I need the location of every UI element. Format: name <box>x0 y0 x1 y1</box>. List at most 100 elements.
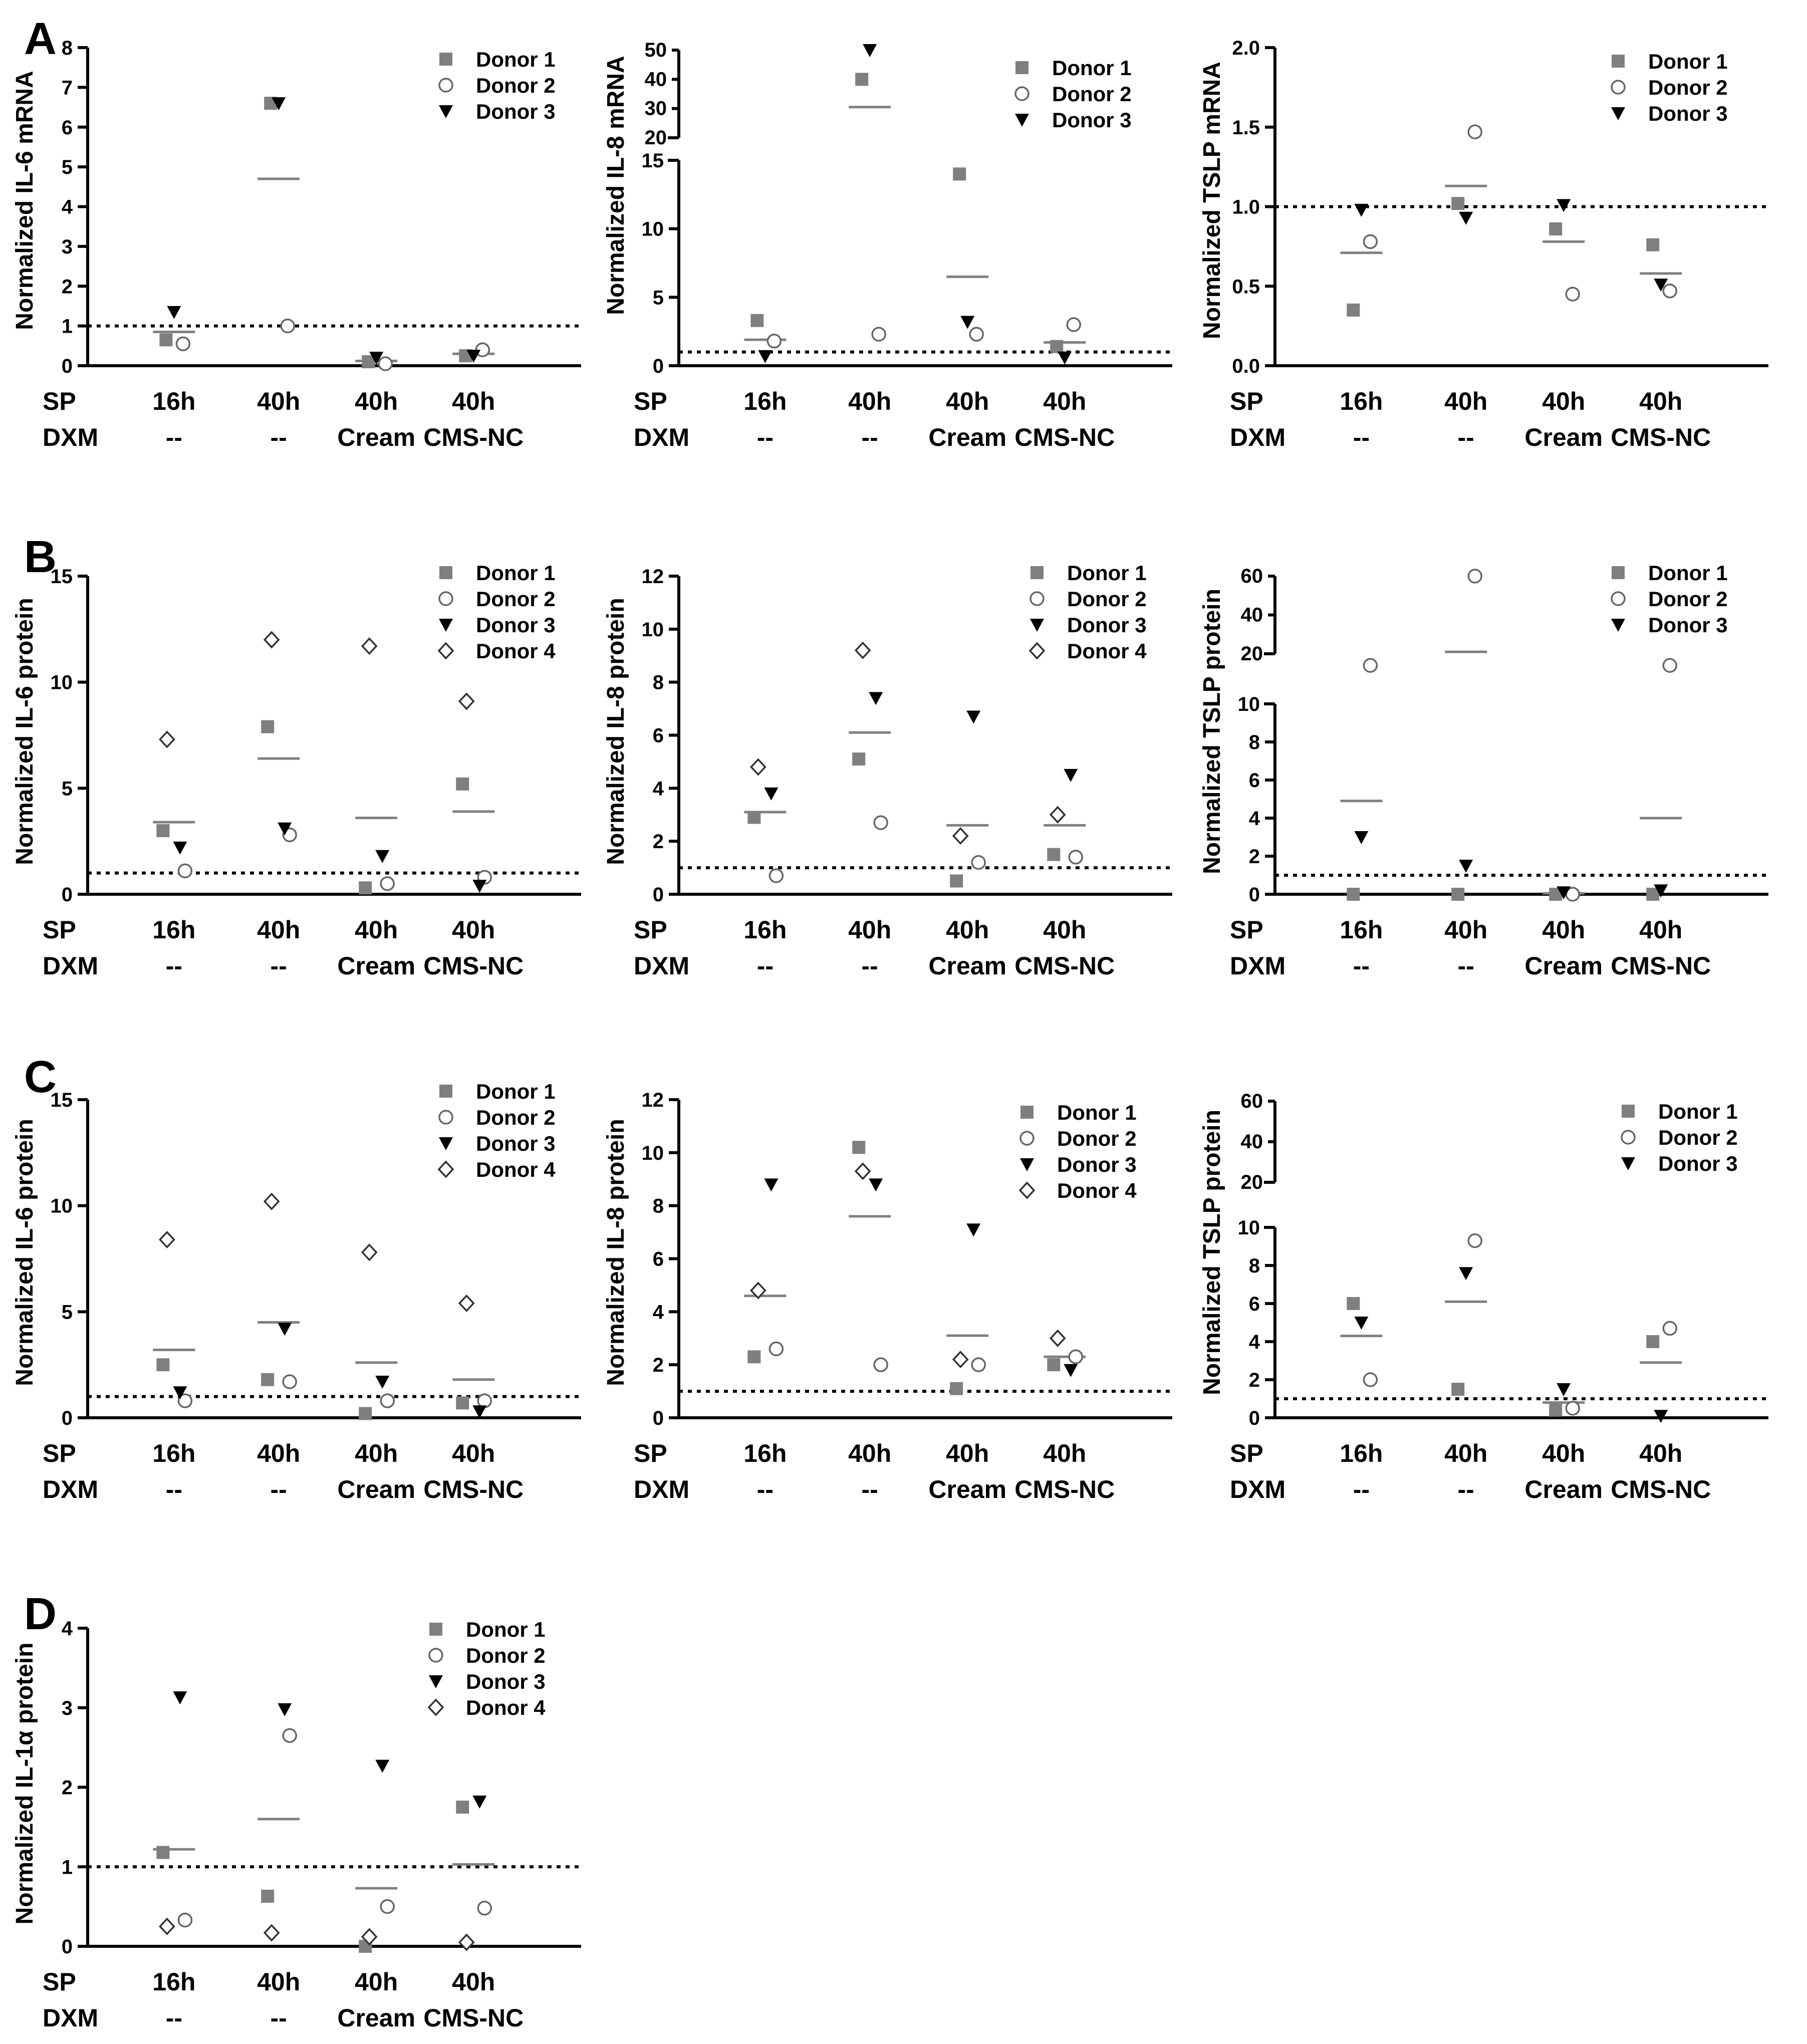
y-tick-label: 12 <box>642 566 664 588</box>
data-point-donor-1 <box>1451 197 1465 210</box>
dxm-label: -- <box>862 952 878 980</box>
panel-label-d: D <box>24 1589 57 1639</box>
sp-label: 40h <box>257 1439 300 1467</box>
data-point-donor-4 <box>952 827 969 845</box>
data-point-donor-3 <box>1354 831 1369 844</box>
dxm-label: CMS-NC <box>1611 952 1711 980</box>
y-tick-label: 2 <box>653 1354 664 1376</box>
y-tick-label: 10 <box>642 218 664 240</box>
chart-c1: 0 5 10 15 Normalized IL-6 protein Donor 1 Dono… <box>12 1080 581 1503</box>
sp-label: 16h <box>743 916 787 944</box>
legend-label-4: Donor 4 <box>1067 639 1147 663</box>
legend-label-2: Donor 2 <box>1658 1126 1738 1149</box>
y-tick-label-upper: 60 <box>1241 565 1263 587</box>
data-point-donor-3 <box>278 1703 292 1716</box>
data-point-donor-1 <box>359 881 372 895</box>
y-tick-label: 4 <box>1249 808 1260 830</box>
legend-marker-2 <box>438 1110 453 1125</box>
y-axis-label: Normalized TSLP protein <box>1199 1110 1225 1395</box>
y-tick-label: 6 <box>653 725 664 747</box>
legend-marker-2 <box>438 78 453 93</box>
y-tick-label: 5 <box>62 778 73 800</box>
legend-marker-3 <box>1611 619 1625 632</box>
legend-marker-1 <box>429 1623 442 1636</box>
legend-label-3: Donor 3 <box>1648 102 1728 125</box>
y-tick-label: 3 <box>62 1697 73 1719</box>
legend-label-1: Donor 1 <box>476 48 556 71</box>
sp-label: 16h <box>1340 387 1383 415</box>
data-point-donor-1 <box>261 720 275 733</box>
legend-marker-2 <box>1621 1130 1636 1145</box>
legend-marker-3 <box>1030 619 1044 632</box>
legend-marker-2 <box>428 1648 443 1663</box>
legend-label-4: Donor 4 <box>476 639 556 663</box>
data-point-donor-1 <box>1646 1335 1660 1348</box>
data-point-donor-2 <box>768 868 784 883</box>
dxm-label: -- <box>271 1475 287 1503</box>
data-point-donor-1 <box>855 73 869 86</box>
y-tick-label: 10 <box>51 1195 73 1217</box>
dxm-label: -- <box>166 423 182 451</box>
data-point-donor-4 <box>952 1351 969 1369</box>
data-point-donor-4 <box>854 1162 871 1180</box>
y-tick-label: 8 <box>653 672 664 694</box>
legend-marker-4 <box>437 642 454 660</box>
dxm-row-label: DXM <box>1230 1475 1285 1503</box>
chart-a1: 0 1 2 3 4 5 6 7 8 Normalized IL-6 mRNA Donor 1 Dono… <box>12 37 581 451</box>
legend-label-1: Donor 1 <box>1648 561 1728 585</box>
y-tick-label: 2 <box>62 1777 73 1799</box>
data-point-donor-4 <box>1049 806 1066 824</box>
legend-label-2: Donor 2 <box>1057 1127 1137 1150</box>
legend-label-2: Donor 2 <box>476 1106 556 1129</box>
data-point-donor-1 <box>1047 848 1061 861</box>
dxm-label: -- <box>1458 423 1474 451</box>
sp-label: 16h <box>152 1439 195 1467</box>
y-tick-label: 10 <box>642 619 664 641</box>
data-point-donor-2 <box>1363 1372 1378 1387</box>
sp-row-label: SP <box>634 1439 667 1467</box>
dxm-label: -- <box>757 423 773 451</box>
y-tick-label: 5 <box>653 287 664 309</box>
data-point-donor-2 <box>380 876 395 891</box>
dxm-label: Cream <box>928 423 1006 451</box>
legend-label-3: Donor 3 <box>1052 108 1132 132</box>
y-tick-label: 6 <box>653 1248 664 1270</box>
sp-label: 40h <box>1444 1439 1487 1467</box>
dxm-label: -- <box>1353 423 1370 451</box>
y-tick-label: 10 <box>1238 1217 1260 1239</box>
data-point-donor-2 <box>1662 658 1678 673</box>
data-point-donor-1 <box>747 811 761 824</box>
data-point-donor-1 <box>1050 340 1064 353</box>
dxm-label: -- <box>862 1475 878 1503</box>
data-point-donor-3 <box>369 352 384 365</box>
data-point-donor-4 <box>361 637 378 655</box>
data-point-donor-2 <box>971 855 986 870</box>
data-point-donor-2 <box>177 1912 193 1928</box>
data-point-donor-3 <box>167 306 181 319</box>
sp-label: 16h <box>743 387 787 415</box>
legend-marker-2 <box>438 591 453 606</box>
y-tick-label: 8 <box>62 37 73 59</box>
data-point-donor-3 <box>869 1178 883 1192</box>
y-tick-label-upper: 40 <box>1241 1131 1263 1153</box>
dxm-label: CMS-NC <box>423 1475 524 1503</box>
dxm-label: Cream <box>928 952 1006 980</box>
legend-label-3: Donor 3 <box>1057 1153 1137 1176</box>
data-point-donor-2 <box>1467 569 1482 584</box>
legend-marker-2 <box>1611 80 1626 95</box>
legend-marker-1 <box>1015 61 1028 74</box>
sp-label: 40h <box>1639 916 1682 944</box>
y-axis-label: Normalized TSLP mRNA <box>1199 62 1225 339</box>
data-point-donor-3 <box>1459 1267 1473 1281</box>
sp-label: 40h <box>257 1968 300 1996</box>
sp-label: 40h <box>1043 916 1086 944</box>
y-tick-label: 0.0 <box>1232 355 1260 377</box>
legend-marker-2 <box>1019 1131 1035 1146</box>
data-point-donor-1 <box>953 167 966 181</box>
legend-label-3: Donor 3 <box>1658 1152 1738 1175</box>
data-point-donor-3 <box>764 787 779 801</box>
legend-label-3: Donor 3 <box>1067 613 1147 637</box>
legend-marker-3 <box>1020 1158 1034 1171</box>
data-point-donor-2 <box>477 1393 492 1408</box>
